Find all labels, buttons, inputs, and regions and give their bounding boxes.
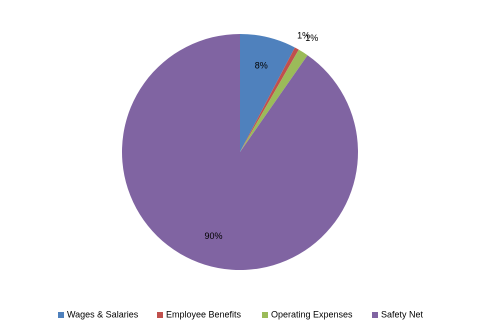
data-label: 1%: [305, 33, 318, 43]
pie-slice: [240, 49, 308, 153]
legend-label: Operating Expenses: [271, 309, 353, 319]
pie-slice: [122, 34, 359, 270]
legend-label: Wages & Salaries: [67, 309, 139, 319]
pie-slice: [240, 47, 299, 152]
pie-slice: [240, 34, 295, 152]
data-label: 90%: [204, 231, 222, 241]
legend-label: Safety Net: [381, 309, 424, 319]
legend-swatch: [262, 312, 268, 318]
data-label: 1%: [297, 31, 310, 41]
legend-swatch: [157, 312, 163, 318]
legend-label: Employee Benefits: [166, 309, 242, 319]
legend-swatch: [58, 312, 64, 318]
data-label: 8%: [255, 60, 268, 70]
legend-swatch: [372, 312, 378, 318]
